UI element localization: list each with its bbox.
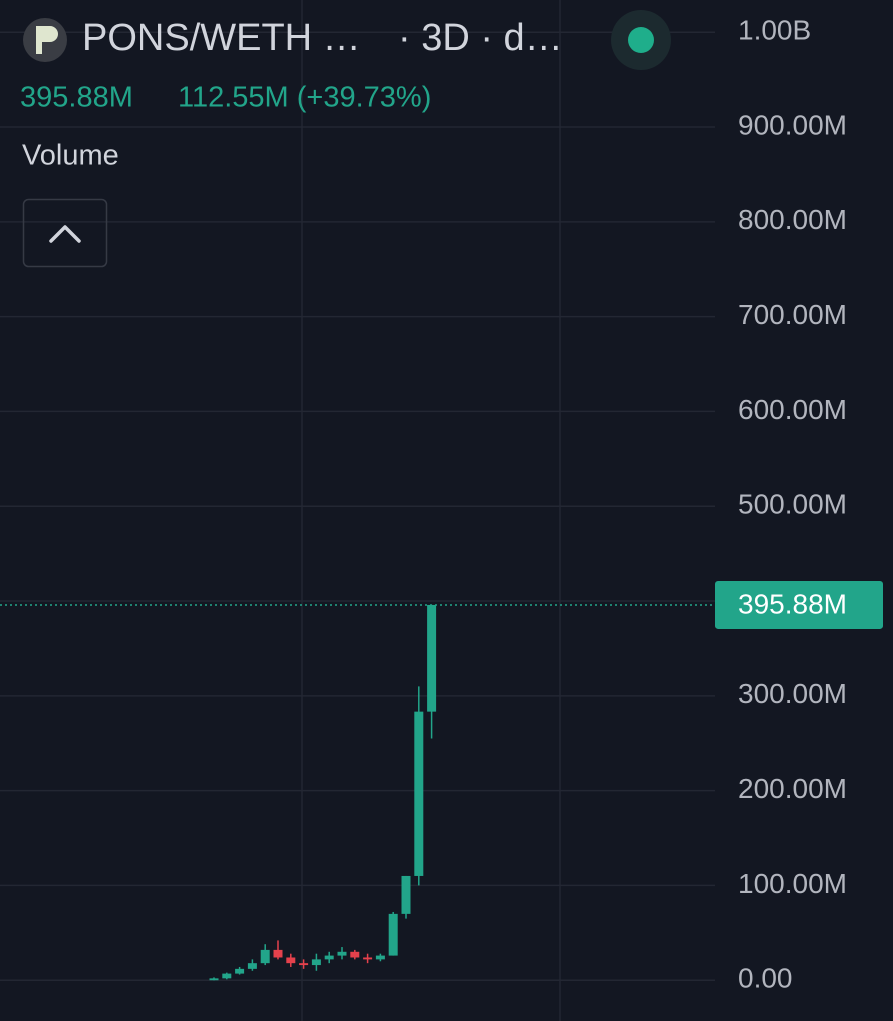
candle-body (222, 973, 232, 979)
candle-body (350, 951, 360, 958)
candle-body (235, 968, 245, 974)
candle-body (311, 959, 321, 966)
candle-body (247, 963, 257, 969)
collapse-button[interactable] (22, 198, 108, 268)
candle-body (299, 963, 309, 966)
candle-body (273, 949, 283, 958)
candle-body (324, 955, 334, 960)
candle-body (375, 955, 385, 960)
y-tick-label: 800.00M (738, 204, 847, 235)
candle-body (427, 604, 437, 712)
chart-subtitle: · 3D · d… (398, 17, 563, 59)
candle-body (209, 978, 219, 981)
legend-value: 395.88M (20, 82, 133, 114)
candle-body (401, 875, 411, 914)
y-tick-label: 0.00 (738, 963, 793, 994)
candle-body (337, 951, 347, 956)
token-logo-glyph (36, 26, 58, 54)
candle-body (414, 711, 424, 876)
last-price-label: 395.88M (738, 588, 847, 619)
candle-body (286, 957, 296, 964)
legend-change: 112.55M (+39.73%) (178, 82, 431, 114)
status-dot (628, 27, 654, 53)
last-price-badge (715, 580, 883, 629)
plot (0, 31, 715, 981)
chevron-icon (49, 225, 81, 243)
indicator-label: Volume (22, 140, 119, 172)
y-tick-label: 200.00M (738, 773, 847, 804)
y-tick-label: 700.00M (738, 299, 847, 330)
y-tick-label: 500.00M (738, 489, 847, 520)
y-tick-label: 600.00M (738, 394, 847, 425)
y-tick-label: 900.00M (738, 109, 847, 140)
y-tick-label: 100.00M (738, 868, 847, 899)
candle-body (388, 913, 398, 956)
candle-body (363, 957, 373, 960)
candle-body (260, 949, 270, 964)
chart-title: PONS/WETH … (82, 17, 361, 59)
y-tick-label: 1.00B (738, 15, 811, 46)
y-tick-label: 300.00M (738, 678, 847, 709)
